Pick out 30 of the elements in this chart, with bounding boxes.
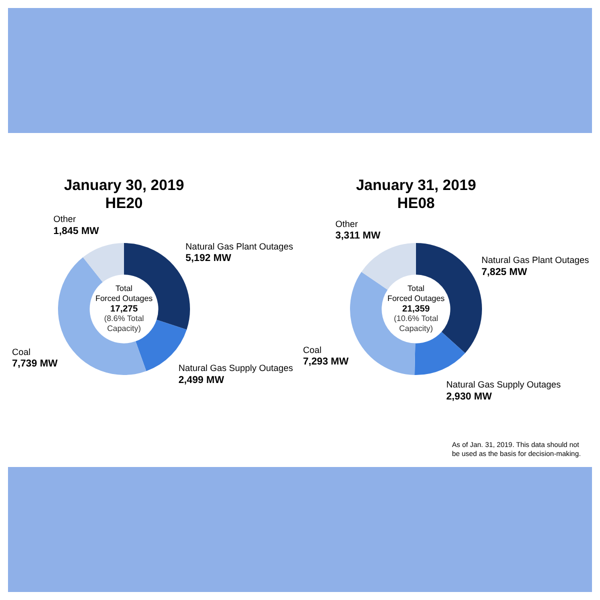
data-label: 7,825 MW <box>481 266 528 278</box>
text: Forced Outages <box>387 294 445 304</box>
text: 21,359 <box>402 303 430 314</box>
text: Total <box>116 284 133 294</box>
text: (8.6% Total <box>104 314 144 324</box>
slice-label: Other <box>53 214 76 224</box>
text: Forced Outages <box>95 294 153 304</box>
data-label: 2,499 MW <box>178 374 225 386</box>
data-label: 5,192 MW <box>186 253 232 264</box>
slice-label: Natural Gas Plant Outages <box>481 255 590 266</box>
data-label: 2,930 MW <box>446 391 492 402</box>
slice-label: Coal <box>303 344 322 355</box>
slice-label: Natural Gas Supply Outages <box>178 363 294 374</box>
data-label: 7,739 MW <box>12 358 58 370</box>
slice-label: Natural Gas Plant Outages <box>186 241 294 252</box>
data-label: 1,845 MW <box>53 226 100 237</box>
data-label: 3,311 MW <box>335 230 381 242</box>
chart-title: January 30, 2019 <box>64 177 184 194</box>
slice-label: Other <box>335 218 358 229</box>
chart-subtitle: HE08 <box>397 195 435 212</box>
slice-label: Coal <box>12 346 31 357</box>
chart-title: January 31, 2019 <box>356 177 476 194</box>
text: 17,275 <box>110 303 138 314</box>
data-label: 7,293 MW <box>303 356 350 368</box>
text: Total <box>408 284 425 294</box>
slice-label: Natural Gas Supply Outages <box>446 380 562 390</box>
text: Capacity) <box>107 324 142 334</box>
text: Capacity) <box>399 324 434 334</box>
text: (10.6% Total <box>394 314 438 324</box>
chart-subtitle: HE20 <box>105 195 143 212</box>
